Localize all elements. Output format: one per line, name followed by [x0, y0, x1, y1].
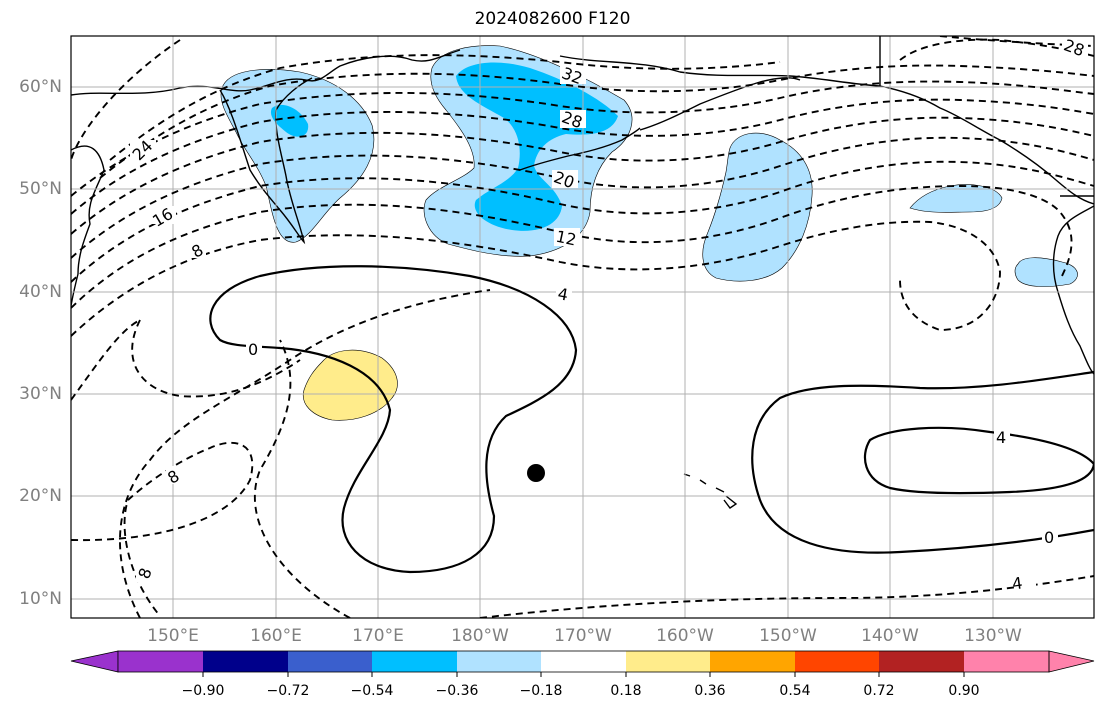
colorbar-tick-label: 0.54: [779, 683, 811, 699]
colorbar-bin: [457, 651, 541, 672]
lat-label: 60°N: [19, 77, 62, 97]
negative-anomaly-shading: [220, 45, 1078, 287]
contour-label: 4: [996, 428, 1006, 447]
lat-label: 50°N: [19, 179, 62, 199]
colorbar-bin: [372, 651, 457, 672]
colorbar-bin: [710, 651, 795, 672]
colorbar-tick-label: −0.36: [435, 683, 479, 699]
lon-label: 160°E: [250, 626, 302, 646]
colorbar-tick-label: 0.36: [694, 683, 726, 699]
colorbar-min-extension: [70, 650, 119, 673]
map-title: 2024082600 F120: [474, 9, 631, 29]
colorbar-bin: [118, 651, 203, 672]
lon-label: 160°W: [656, 626, 714, 646]
colorbar-tick-label: 0.18: [610, 683, 642, 699]
colorbar-bin: [879, 651, 964, 672]
colorbar-tick-label: −0.90: [181, 683, 225, 699]
lon-label: 170°W: [554, 626, 612, 646]
lon-label: 180°W: [451, 626, 509, 646]
colorbar-tick-label: −0.18: [519, 683, 563, 699]
map-frame: [70, 35, 1095, 619]
colorbar-tick-label: −0.72: [266, 683, 310, 699]
lon-label: 130°W: [964, 626, 1022, 646]
lat-label: 40°N: [19, 282, 62, 302]
lat-label: 30°N: [19, 384, 62, 404]
positive-anomaly-shading: [302, 349, 398, 421]
colorbar-bin: [626, 651, 710, 672]
lon-label: 150°W: [759, 626, 817, 646]
lon-label: 170°E: [352, 626, 404, 646]
colorbar-bin: [541, 651, 626, 672]
colorbar: [70, 650, 1095, 677]
colorbar-bin: [964, 651, 1049, 672]
colorbar-tick-label: −0.54: [350, 683, 394, 699]
lon-label: 150°E: [147, 626, 199, 646]
contour-label: 4: [556, 284, 569, 304]
lon-label: 140°W: [861, 626, 919, 646]
lat-label: 20°N: [19, 486, 62, 506]
colorbar-max-extension: [1048, 650, 1095, 673]
graticule: [71, 36, 1094, 618]
colorbar-tick-label: 0.90: [948, 683, 980, 699]
zero-positive-contours: [209, 265, 1094, 574]
contour-label: 0: [1044, 528, 1054, 547]
colorbar-bin: [203, 651, 288, 672]
colorbar-tick-label: 0.72: [863, 683, 895, 699]
colorbar-bin: [795, 651, 879, 672]
contour-label: 12: [554, 227, 578, 250]
lat-label: 10°N: [19, 589, 62, 609]
storm-center-dot: [527, 464, 545, 482]
contour-label: 4: [1011, 573, 1024, 593]
colorbar-bin: [288, 651, 372, 672]
contour-labels: 32 28 20 12 4 24 16 8 0 28 4 0 8 8 4: [129, 35, 1088, 594]
negative-contours: [71, 36, 1094, 618]
contour-label: 0: [248, 340, 258, 359]
